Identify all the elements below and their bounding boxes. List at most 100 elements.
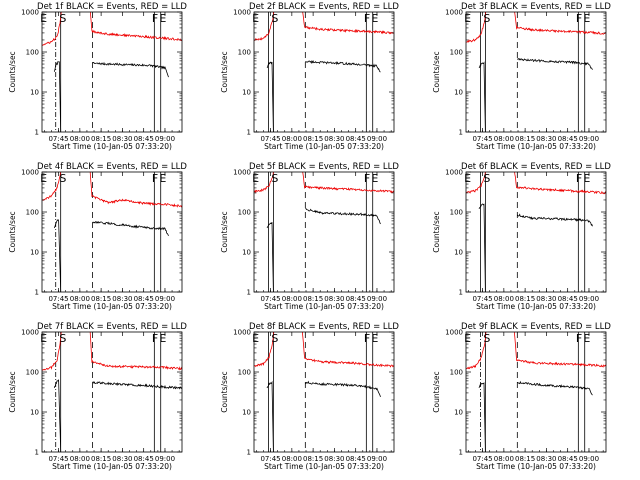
y-axis-label: Counts/sec [432,371,441,412]
x-tick-label: 09:00 [579,135,599,143]
plot-area [466,12,606,132]
y-axis-label: Counts/sec [432,51,441,92]
event-marker-label: E [371,12,378,25]
lld-series-line [466,332,606,370]
y-axis-label: Counts/sec [220,51,229,92]
panel-title: Det 5f BLACK = Events, RED = LLD [249,162,399,172]
y-tick-label: 1000 [21,329,39,337]
event-marker-label: S [59,332,66,345]
event-marker-label: F [152,332,158,345]
y-tick-label: 1000 [445,169,463,177]
x-tick-label: 08:15 [515,295,535,303]
panel-title: Det 2f BLACK = Events, RED = LLD [249,2,399,12]
panel-title: Det 6f BLACK = Events, RED = LLD [461,162,611,172]
x-tick-label: 08:00 [282,135,302,143]
event-marker-label: S [271,12,278,25]
x-axis-label: Start Time (10-Jan-05 07:33:20) [264,142,384,151]
x-axis-label: Start Time (10-Jan-05 07:33:20) [476,142,596,151]
x-tick-label: 07:45 [260,455,280,463]
x-tick-label: 08:30 [536,295,556,303]
y-tick-label: 1 [35,289,39,297]
x-tick-label: 08:00 [70,455,90,463]
x-tick-label: 08:45 [134,135,154,143]
event-marker-label: E [159,332,166,345]
events-series-line [478,58,593,132]
event-marker-label: F [152,172,158,185]
event-marker-label: S [271,172,278,185]
detector-panel-8: Det 8f BLACK = Events, RED = LLD 1 10 100 10… [220,322,399,471]
x-tick-label: 08:00 [70,295,90,303]
x-tick-label: 09:00 [367,295,387,303]
x-axis-label: Start Time (10-Jan-05 07:33:20) [264,302,384,311]
x-tick-label: 08:45 [346,455,366,463]
event-marker-label: S [483,332,490,345]
x-tick-label: 09:00 [367,455,387,463]
x-tick-label: 09:00 [579,455,599,463]
x-tick-label: 07:45 [260,295,280,303]
x-tick-label: 08:45 [346,135,366,143]
y-tick-label: 1 [247,129,251,137]
y-axis-label: Counts/sec [220,371,229,412]
x-tick-label: 09:00 [367,135,387,143]
y-tick-label: 10 [242,89,251,97]
x-tick-label: 08:15 [515,455,535,463]
x-tick-label: 08:15 [91,295,111,303]
y-tick-label: 10 [242,249,251,257]
plot-frame [465,171,607,293]
plot-frame [41,11,183,133]
x-tick-label: 08:45 [134,295,154,303]
panel-title: Det 1f BLACK = Events, RED = LLD [37,2,187,12]
x-tick-label: 08:15 [303,295,323,303]
lld-series-line [254,172,394,194]
x-tick-label: 09:00 [155,455,175,463]
y-tick-label: 10 [30,409,39,417]
plot-frame [465,11,607,133]
event-marker-label: F [152,12,158,25]
y-axis-label: Counts/sec [8,51,17,92]
plot-frame [41,331,183,453]
plot-area [466,172,606,292]
y-tick-label: 1 [459,289,463,297]
y-axis-label: Counts/sec [220,211,229,252]
detector-panel-5: Det 5f BLACK = Events, RED = LLD 1 10 100 10… [220,162,399,311]
x-tick-label: 08:30 [112,295,132,303]
x-tick-label: 08:15 [515,135,535,143]
x-tick-label: 08:00 [494,455,514,463]
lld-series-line [254,12,394,41]
events-series-line [266,380,381,452]
plot-frame [253,171,395,293]
x-tick-label: 08:30 [324,455,344,463]
x-tick-label: 07:45 [472,135,492,143]
x-tick-label: 08:30 [536,455,556,463]
detector-panel-3: Det 3f BLACK = Events, RED = LLD 1 10 100 10… [432,2,611,151]
event-marker-label: E [252,12,259,25]
detector-panel-7: Det 7f BLACK = Events, RED = LLD 1 10 100 10… [8,322,187,471]
y-tick-label: 1 [35,129,39,137]
x-tick-label: 08:00 [494,135,514,143]
events-series-line [266,59,381,132]
x-tick-label: 08:30 [112,455,132,463]
y-tick-label: 1 [459,449,463,457]
event-marker-label: E [583,12,590,25]
detector-panel-9: Det 9f BLACK = Events, RED = LLD 1 10 100 10… [432,322,611,471]
events-series-line [478,380,593,452]
event-marker-label: E [252,332,259,345]
x-axis-label: Start Time (10-Jan-05 07:33:20) [52,142,172,151]
y-tick-label: 10 [454,89,463,97]
x-tick-label: 08:30 [536,135,556,143]
event-marker-label: F [364,12,370,25]
y-tick-label: 100 [450,49,463,57]
lld-series-line [42,332,182,371]
y-tick-label: 10 [454,409,463,417]
lld-series-line [466,12,606,43]
y-tick-label: 10 [242,409,251,417]
event-marker-label: F [576,332,582,345]
plot-area [466,332,606,452]
y-tick-label: 1 [247,289,251,297]
x-tick-label: 07:45 [48,455,68,463]
plot-area [254,332,394,452]
y-tick-label: 1000 [233,9,251,17]
y-tick-label: 1 [459,129,463,137]
y-tick-label: 1000 [445,9,463,17]
